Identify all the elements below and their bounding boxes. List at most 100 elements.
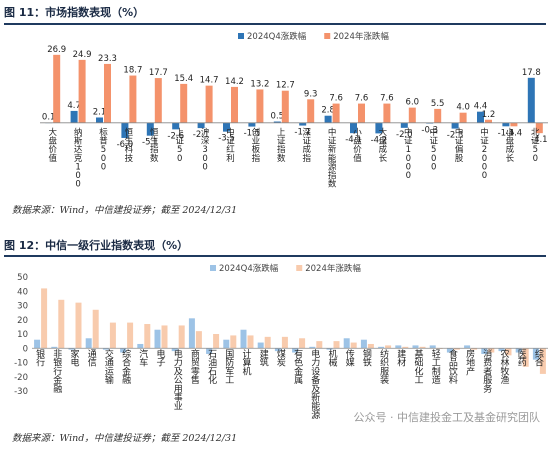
y-tick-label: -30: [14, 387, 28, 397]
category-label: 上证指数: [277, 128, 286, 164]
bar-q4: [120, 348, 127, 353]
bar-year: [316, 341, 323, 349]
bar-year: [247, 335, 254, 349]
category-label: 恒生指数: [150, 127, 159, 164]
bar-q4: [498, 348, 505, 352]
category-label: 纳斯达克 1 0 0: [74, 127, 83, 190]
data-label: 2.8: [321, 106, 335, 116]
bar-q4: [102, 348, 109, 350]
bar-q4: [481, 348, 488, 354]
category-label: 标普 5 0 0: [99, 127, 108, 172]
data-label: 9.3: [304, 89, 318, 99]
data-label: 1.2: [482, 110, 496, 120]
category-label: 消费者服务: [483, 348, 492, 395]
bar-year: [281, 336, 288, 349]
category-label: 家电: [70, 348, 79, 369]
bar-q4: [248, 122, 256, 127]
bar-year: [505, 348, 512, 356]
bar-q4: [154, 329, 161, 349]
category-label: 有色金属: [294, 348, 303, 386]
category-label: 北证 5 0: [531, 128, 540, 164]
category-label: 中证 5 0 0: [429, 127, 438, 172]
bar-year: [75, 302, 82, 349]
bar-year: [154, 78, 162, 123]
data-label: -3.5: [218, 134, 235, 144]
category-label: 机械: [328, 348, 337, 369]
legend-label-0: 2024Q4涨跌幅: [219, 263, 279, 274]
bar-year: [180, 83, 188, 123]
bar-q4: [85, 338, 92, 349]
bar-year: [307, 99, 315, 123]
category-label: 恒生科技: [125, 127, 134, 164]
category-label: 中证红利: [226, 127, 235, 164]
bar-year: [281, 90, 289, 123]
bar-year: [419, 346, 426, 349]
category-label: 计算机: [242, 348, 251, 377]
data-label: -1.1: [294, 128, 311, 138]
category-label: 大盘价值: [48, 127, 57, 164]
data-label: 6.0: [406, 98, 420, 108]
category-label: 食品饮料: [449, 348, 458, 386]
legend-label-1: 2024年涨跌幅: [305, 263, 361, 274]
bar-year: [41, 288, 48, 349]
bar-year: [299, 338, 306, 349]
bar-q4: [502, 122, 510, 127]
bar-q4: [68, 348, 75, 350]
bar-q4: [429, 345, 436, 349]
category-label: 综合: [535, 348, 544, 369]
bar-year: [127, 322, 134, 349]
bar-year: [453, 348, 460, 350]
bar-year: [213, 334, 220, 349]
bar-year: [385, 345, 392, 349]
category-label: 电子: [156, 348, 165, 369]
bar-year: [434, 108, 442, 123]
figure-12-source: 数据来源：Wind，中信建投证券；截至 2024/12/31: [12, 433, 238, 444]
y-tick-label: 0: [23, 344, 28, 354]
bar-year: [104, 63, 111, 123]
data-label: 0.1: [42, 113, 56, 123]
bar-year: [488, 348, 495, 353]
figure-11-source: 数据来源：Wind，中信建投证券；截至 2024/12/31: [12, 205, 238, 216]
bar-q4: [51, 346, 58, 349]
data-label: 2.1: [93, 107, 107, 117]
data-label: 14.2: [225, 77, 244, 87]
data-label: 23.3: [98, 54, 117, 64]
data-label: -1.4: [506, 128, 523, 138]
category-label: 传媒: [346, 348, 355, 369]
data-label: 0.5: [271, 112, 285, 122]
legend-swatch-0: [210, 265, 216, 271]
bar-q4: [96, 117, 103, 123]
category-label: 基础化工: [414, 348, 423, 386]
category-label: 煤炭: [277, 348, 286, 369]
bar-q4: [70, 110, 78, 123]
bar-year: [510, 122, 518, 127]
bar-year: [408, 107, 416, 123]
bar-q4: [395, 345, 402, 349]
bar-year: [230, 335, 237, 349]
bar-year: [205, 85, 213, 123]
data-label: -4.2: [371, 135, 388, 145]
category-label: 银行: [36, 348, 45, 369]
data-label: -6.0: [117, 140, 134, 150]
figure-11-title: 图 11：市场指数表现（%）: [4, 6, 145, 19]
bar-q4: [223, 339, 230, 349]
bar-year: [58, 299, 65, 349]
bar-year: [144, 324, 151, 349]
market-index-chart: 2024Q4涨跌幅 2024年涨跌幅 0.1 26.9 大盘价值 4.7 24.9 纳斯达克 1…: [40, 31, 548, 190]
bar-q4: [378, 346, 385, 349]
y-tick-label: 20: [17, 316, 28, 326]
data-label: 14.7: [200, 76, 219, 86]
category-label: 小盘价值: [353, 127, 362, 164]
data-label: -2.6: [167, 131, 184, 141]
bar-year: [522, 348, 529, 367]
bar-q4: [309, 346, 316, 349]
bar-q4: [464, 345, 471, 349]
category-label: 国防军工: [225, 349, 234, 386]
data-label: -4.1: [345, 135, 362, 145]
bar-q4: [477, 111, 484, 123]
category-label: 医药: [518, 349, 527, 369]
category-label: 深证成指: [302, 128, 311, 164]
bar-year: [129, 75, 137, 123]
legend-label-0: 2024Q4涨跌幅: [247, 31, 307, 42]
bar-q4: [257, 342, 264, 349]
